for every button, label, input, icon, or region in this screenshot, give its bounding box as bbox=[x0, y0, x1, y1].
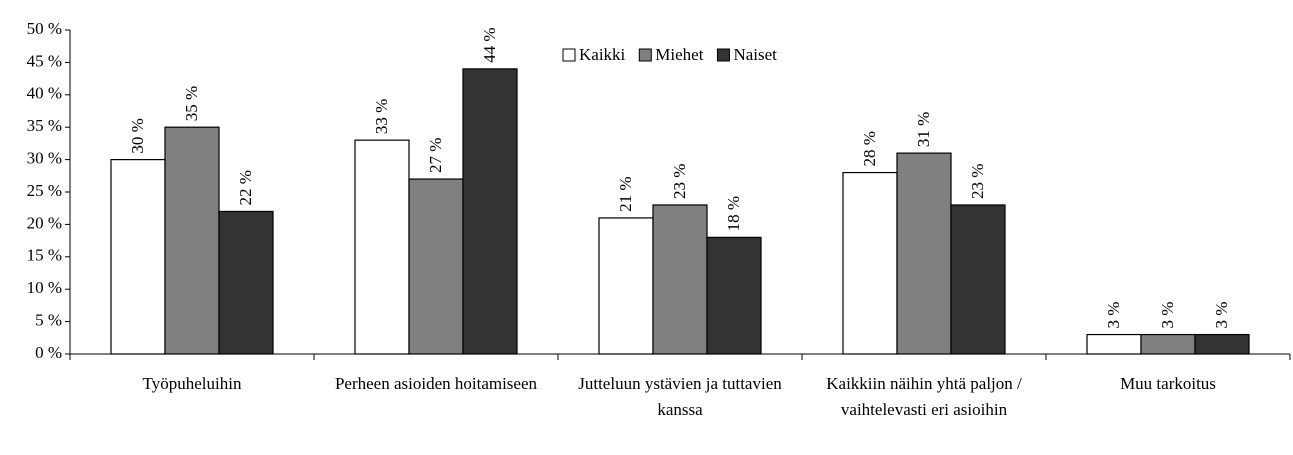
legend-label: Miehet bbox=[655, 45, 703, 64]
data-label: 44 % bbox=[480, 27, 499, 62]
data-label: 3 % bbox=[1104, 302, 1123, 329]
y-tick-label: 10 % bbox=[27, 278, 62, 297]
legend-swatch bbox=[716, 48, 730, 62]
data-label: 31 % bbox=[914, 112, 933, 147]
legend-swatch bbox=[638, 48, 652, 62]
legend-swatch bbox=[562, 48, 576, 62]
y-tick-label: 35 % bbox=[27, 116, 62, 135]
data-label: 27 % bbox=[426, 138, 445, 173]
y-tick-label: 5 % bbox=[35, 311, 62, 330]
bar bbox=[164, 126, 220, 355]
bar bbox=[1194, 333, 1250, 355]
bar bbox=[218, 210, 274, 355]
data-label: 30 % bbox=[128, 118, 147, 153]
y-tick-label: 45 % bbox=[27, 51, 62, 70]
x-tick-label: Muu tarkoitus bbox=[1120, 374, 1216, 393]
legend-label: Naiset bbox=[733, 45, 777, 64]
data-label: 22 % bbox=[236, 170, 255, 205]
bar bbox=[896, 152, 952, 355]
y-tick-label: 15 % bbox=[27, 246, 62, 265]
bar bbox=[1140, 333, 1196, 355]
x-tick-label: Perheen asioiden hoitamiseen bbox=[334, 374, 538, 393]
x-tick-label: Kaikkiin näihin yhtä paljon / vaihteleva… bbox=[826, 374, 1022, 419]
bar bbox=[652, 204, 708, 355]
x-tick-label: Jutteluun ystävien ja tuttavien kanssa bbox=[578, 374, 782, 419]
y-tick-label: 0 % bbox=[35, 343, 62, 362]
bar bbox=[1086, 333, 1142, 355]
bar bbox=[354, 139, 410, 355]
y-tick-label: 20 % bbox=[27, 213, 62, 232]
bar bbox=[706, 236, 762, 355]
data-label: 23 % bbox=[670, 164, 689, 199]
x-tick-label: Työpuheluihin bbox=[142, 374, 242, 393]
data-label: 23 % bbox=[968, 164, 987, 199]
bar bbox=[408, 178, 464, 355]
data-label: 18 % bbox=[724, 196, 743, 231]
y-tick-label: 50 % bbox=[27, 19, 62, 38]
data-label: 21 % bbox=[616, 176, 635, 211]
data-label: 33 % bbox=[372, 99, 391, 134]
data-label: 35 % bbox=[182, 86, 201, 121]
legend-label: Kaikki bbox=[579, 45, 626, 64]
y-tick-label: 25 % bbox=[27, 181, 62, 200]
bar bbox=[842, 171, 898, 355]
data-label: 28 % bbox=[860, 131, 879, 166]
data-label: 3 % bbox=[1212, 302, 1231, 329]
bar bbox=[598, 217, 654, 355]
bar bbox=[110, 159, 166, 355]
y-tick-label: 30 % bbox=[27, 149, 62, 168]
y-tick-label: 40 % bbox=[27, 84, 62, 103]
data-label: 3 % bbox=[1158, 302, 1177, 329]
bar bbox=[950, 204, 1006, 355]
bar bbox=[462, 68, 518, 355]
